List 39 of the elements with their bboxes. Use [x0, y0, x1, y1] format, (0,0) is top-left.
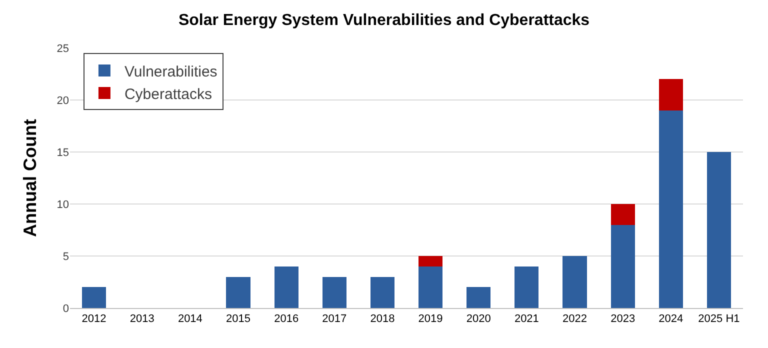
y-tick-label: 10: [56, 198, 69, 211]
x-tick-label: 2024: [658, 313, 684, 326]
bar: [418, 266, 443, 308]
bar: [418, 256, 443, 266]
bar: [706, 152, 731, 308]
x-tick-label: 2015: [226, 313, 250, 326]
y-tick-label: 0: [62, 302, 69, 315]
x-tick-label: 2025 H1: [698, 313, 740, 326]
legend-label: Cyberattacks: [124, 86, 212, 103]
x-tick-label: 2020: [466, 313, 491, 326]
bar: [370, 276, 394, 308]
bar: [610, 224, 635, 308]
chart-title: Solar Energy System Vulnerabilities and Cyberattacks: [178, 12, 590, 30]
y-tick-label: 15: [56, 146, 69, 159]
x-tick-label: 2017: [322, 313, 347, 326]
y-tick-label: 5: [62, 250, 69, 263]
x-tick-label: 2014: [178, 313, 202, 326]
y-tick-label: 20: [56, 94, 69, 107]
legend-label: Vulnerabilities: [124, 63, 218, 80]
x-tick-label: 2021: [514, 313, 539, 326]
bar: [466, 287, 491, 308]
y-tick-label: 25: [56, 42, 69, 55]
bar: [658, 110, 683, 308]
x-tick-label: 2023: [610, 313, 636, 326]
x-tick-label: 2019: [418, 313, 443, 326]
x-tick-label: 2016: [274, 313, 299, 326]
bar: [610, 204, 635, 225]
x-tick-label: 2013: [130, 313, 154, 326]
y-axis-title: Annual Count: [20, 119, 40, 237]
bar: [274, 266, 298, 308]
bar: [82, 287, 106, 308]
bar: [562, 256, 587, 308]
bar: [226, 276, 250, 308]
x-tick-label: 2012: [82, 313, 106, 326]
bar: [322, 276, 346, 308]
bar: [658, 79, 683, 110]
x-tick-label: 2018: [370, 313, 395, 326]
x-tick-label: 2022: [562, 313, 587, 326]
bar: [514, 266, 539, 308]
